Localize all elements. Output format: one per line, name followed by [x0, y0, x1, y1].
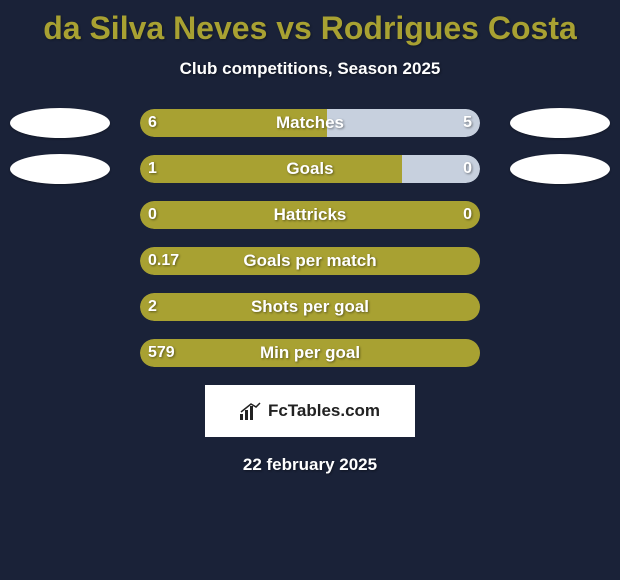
brand-text: FcTables.com [268, 401, 380, 421]
stat-row: 10Goals [0, 155, 620, 183]
stat-row: 00Hattricks [0, 201, 620, 229]
date-text: 22 february 2025 [0, 455, 620, 475]
player-right-marker [510, 108, 610, 138]
brand-box: FcTables.com [205, 385, 415, 437]
bar-track [140, 247, 480, 275]
chart-icon [240, 402, 262, 420]
player-left-marker [10, 108, 110, 138]
bar-left [140, 293, 480, 321]
bar-right [327, 109, 480, 137]
stat-row: 2Shots per goal [0, 293, 620, 321]
player-right-marker [510, 154, 610, 184]
bar-right [402, 155, 480, 183]
bar-track [140, 201, 480, 229]
bar-track [140, 339, 480, 367]
stat-row: 0.17Goals per match [0, 247, 620, 275]
bar-track [140, 109, 480, 137]
bar-left [140, 109, 327, 137]
bar-left [140, 339, 480, 367]
bar-left [140, 201, 480, 229]
bar-left [140, 155, 402, 183]
bar-left [140, 247, 480, 275]
subtitle: Club competitions, Season 2025 [0, 59, 620, 79]
player-left-marker [10, 154, 110, 184]
stat-row: 65Matches [0, 109, 620, 137]
comparison-chart: 65Matches 10Goals 00Hattricks 0.17Goals per… [0, 109, 620, 367]
page-title: da Silva Neves vs Rodrigues Costa [0, 0, 620, 47]
bar-track [140, 155, 480, 183]
stat-row: 579Min per goal [0, 339, 620, 367]
bar-track [140, 293, 480, 321]
